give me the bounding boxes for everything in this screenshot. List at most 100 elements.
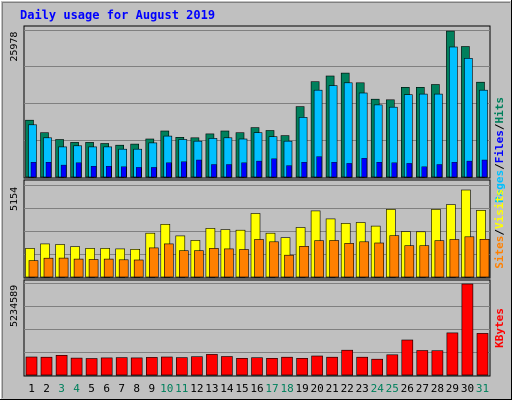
day-label: 8 <box>133 382 140 395</box>
day-label: 19 <box>295 382 308 395</box>
kbytes-bar <box>341 349 354 376</box>
x-axis-day-labels: 1 2 3 4 5 6 7 8 9 10 11 12 13 14 15 16 17 18 19 20 21 22 23 24 2… <box>28 382 489 395</box>
files-bar <box>343 82 353 178</box>
pages-bar <box>331 161 337 178</box>
sites-bar <box>73 258 84 278</box>
sites-bar <box>28 260 39 278</box>
kbytes-bar <box>161 356 173 376</box>
sites-bar <box>329 240 339 278</box>
pages-bar <box>75 162 82 178</box>
day-label: 12 <box>190 382 203 395</box>
sites-bar <box>103 258 114 278</box>
legend-text: KBytes <box>493 308 506 348</box>
sites-bar <box>449 239 460 278</box>
kbytes-bar <box>446 332 459 376</box>
pages-bar <box>226 164 232 178</box>
pages-bar <box>181 161 187 178</box>
kbytes-bar <box>100 357 113 376</box>
day-label: 20 <box>310 382 323 395</box>
day-label: 14 <box>220 382 234 395</box>
pages-bar <box>256 160 262 178</box>
day-label: 18 <box>280 382 293 395</box>
day-label: 24 <box>371 382 385 395</box>
pages-bar <box>196 159 202 178</box>
sites-bar <box>43 257 54 278</box>
sites-bar <box>224 248 234 278</box>
kbytes-bar <box>176 357 188 376</box>
kbytes-bar <box>431 350 444 376</box>
pages-bar <box>481 159 488 178</box>
sites-bar <box>239 249 249 278</box>
day-label: 22 <box>341 382 354 395</box>
kbytes-bar <box>191 356 203 376</box>
legend-separator: / <box>493 229 506 236</box>
axis-max-label: 5234589 <box>9 285 20 327</box>
sites-bar <box>179 250 189 278</box>
legend-hits: Hits <box>493 97 506 124</box>
pages-bar <box>151 167 157 178</box>
legend-pages: Pages <box>493 170 506 203</box>
pages-bar <box>391 162 397 178</box>
pages-bar <box>466 160 473 178</box>
pages-bar <box>211 164 217 178</box>
kbytes-bar <box>266 357 278 376</box>
kbytes-bar <box>296 357 308 376</box>
day-label: 26 <box>401 382 414 395</box>
day-label: 3 <box>58 382 65 395</box>
pages-bar <box>406 163 412 178</box>
files-bar <box>449 46 458 178</box>
sites-bar <box>209 248 219 278</box>
pages-bar <box>436 164 443 178</box>
kbytes-bar <box>386 354 399 376</box>
day-label: 15 <box>235 382 248 395</box>
legend-files: Files <box>493 130 506 163</box>
pages-bar <box>316 156 322 178</box>
legend-sites: Sites <box>493 236 506 269</box>
panel-border <box>23 179 491 279</box>
panel-border <box>23 279 491 377</box>
legend-visits: Visits <box>493 189 506 229</box>
sites-bar <box>299 246 309 278</box>
sites-bar <box>374 242 385 278</box>
pages-bar <box>30 161 37 178</box>
day-label: 2 <box>43 382 50 395</box>
kbytes-bar <box>70 357 83 376</box>
kbytes-bar <box>281 356 293 376</box>
pages-bar <box>361 158 367 178</box>
pages-bar <box>346 163 352 178</box>
sites-bar <box>344 243 355 278</box>
pages-bar <box>421 166 427 178</box>
pages-bar <box>120 166 127 178</box>
sites-bar <box>164 243 174 278</box>
day-label: 7 <box>118 382 125 395</box>
legend-text: Pages/Files/Hits <box>493 97 506 203</box>
day-label: 25 <box>386 382 399 395</box>
pages-bar <box>135 167 142 178</box>
day-label: 4 <box>73 382 80 395</box>
axis-max-label: 5154 <box>9 187 20 211</box>
pages-bar <box>301 161 307 178</box>
pages-bar <box>60 164 67 178</box>
pages-bar <box>45 161 52 178</box>
pages-bar <box>90 165 97 178</box>
kbytes-bar <box>146 357 158 376</box>
legend-separator: / <box>493 163 506 170</box>
kbytes-bar <box>401 339 414 376</box>
sites-bar <box>284 254 294 278</box>
kbytes-bar <box>85 358 98 376</box>
day-label: 13 <box>205 382 218 395</box>
sites-bar <box>88 259 99 278</box>
kbytes-bar <box>25 356 38 376</box>
kbytes-bar <box>311 355 323 376</box>
kbytes-bar <box>55 354 68 376</box>
pages-bar <box>451 161 458 178</box>
kbytes-bar <box>416 350 429 376</box>
sites-bar <box>58 257 69 278</box>
sites-bar <box>149 247 159 278</box>
pages-bar <box>166 162 172 178</box>
pages-bar <box>241 162 247 178</box>
day-label: 23 <box>356 382 369 395</box>
sites-bar <box>314 240 324 278</box>
